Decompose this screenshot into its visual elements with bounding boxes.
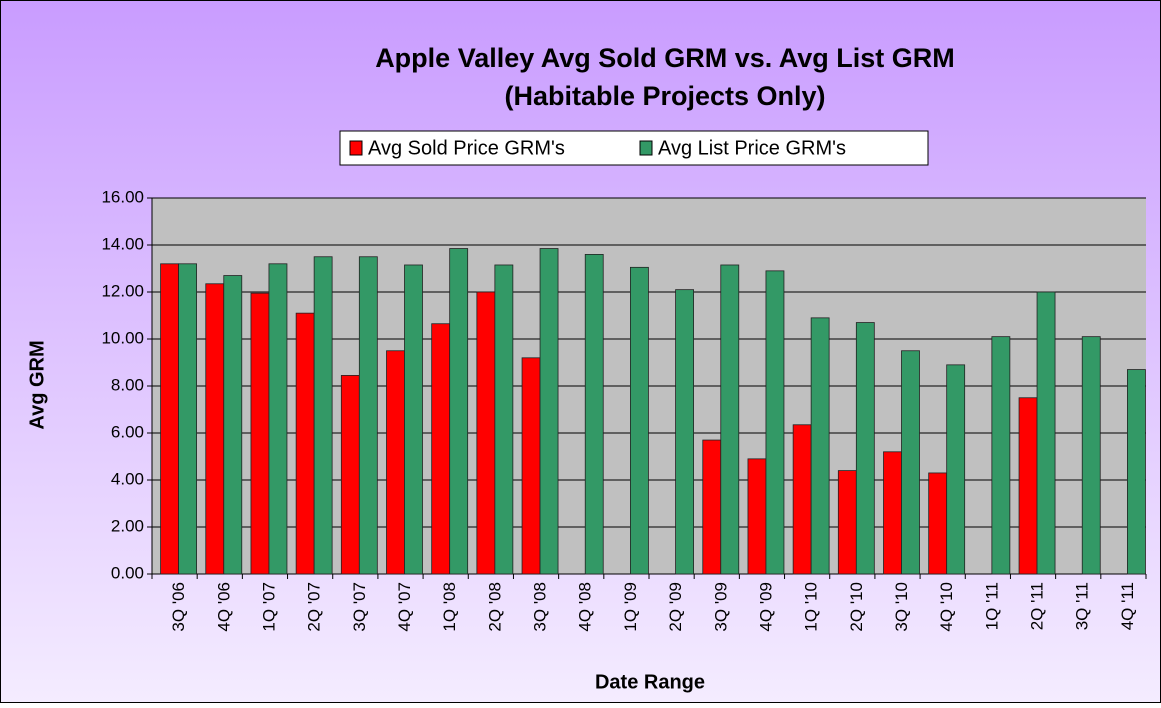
bar [1081, 336, 1101, 575]
bar [855, 322, 875, 575]
x-tick-label: 3Q '07 [350, 582, 369, 632]
legend-label: Avg List Price GRM's [658, 137, 846, 159]
x-tick-label: 3Q '09 [711, 582, 730, 632]
bar [539, 248, 559, 575]
bar [476, 291, 496, 575]
x-tick-label: 2Q '10 [847, 582, 866, 632]
y-tick-label: 6.00 [111, 422, 144, 441]
y-tick-label: 4.00 [111, 469, 144, 488]
x-tick-label: 2Q '08 [485, 582, 504, 632]
x-tick-label: 4Q '09 [756, 582, 775, 632]
x-tick-label: 4Q '11 [1118, 582, 1137, 630]
bar [160, 263, 179, 575]
bar [223, 275, 243, 575]
bar [494, 264, 514, 575]
bar [205, 283, 225, 575]
bar [313, 256, 333, 575]
x-tick-label: 4Q '06 [214, 582, 233, 632]
x-tick-label: 3Q '10 [892, 582, 911, 632]
x-tick-label: 3Q '08 [531, 582, 550, 632]
legend-swatch [349, 140, 363, 156]
x-tick-label: 2Q '07 [305, 582, 324, 632]
x-tick-label: 3Q '06 [169, 582, 188, 632]
legend-swatch [639, 140, 653, 156]
bar [1127, 369, 1146, 575]
x-tick-label: 4Q '07 [395, 582, 414, 632]
bar [747, 458, 767, 575]
bar [358, 256, 378, 575]
bar [340, 375, 360, 575]
legend-box [339, 130, 929, 166]
legend-label: Avg Sold Price GRM's [368, 137, 565, 159]
bar [268, 263, 288, 575]
bar [837, 470, 857, 575]
bar [675, 289, 694, 575]
bar [1036, 291, 1056, 575]
x-tick-label: 2Q '11 [1028, 582, 1047, 630]
bar [250, 292, 270, 575]
bar [521, 357, 541, 575]
chart-subtitle: (Habitable Projects Only) [504, 81, 825, 111]
bar [431, 323, 451, 575]
y-tick-label: 16.00 [101, 187, 144, 206]
x-tick-label: 1Q '07 [259, 582, 278, 632]
x-tick-label: 1Q '08 [440, 582, 459, 632]
bar [178, 263, 197, 575]
bar [765, 270, 785, 575]
bar [883, 451, 902, 575]
bar [630, 266, 649, 575]
x-tick-label: 1Q '09 [621, 582, 640, 632]
y-tick-label: 2.00 [111, 516, 144, 535]
bar [928, 472, 948, 575]
x-tick-label: 1Q '11 [982, 582, 1001, 630]
x-axis-title: Date Range [595, 671, 705, 693]
bar [702, 439, 722, 575]
bar [991, 336, 1011, 575]
bar [295, 312, 315, 575]
bar [449, 248, 469, 575]
bar [720, 264, 740, 575]
y-tick-label: 12.00 [101, 281, 144, 300]
bar [946, 364, 966, 575]
y-tick-label: 0.00 [111, 563, 144, 582]
y-axis-title: Avg GRM [26, 340, 48, 429]
bar [404, 264, 423, 575]
bar [810, 317, 830, 575]
y-tick-label: 10.00 [101, 328, 144, 347]
bar [584, 253, 604, 575]
bar [901, 350, 920, 575]
x-tick-label: 4Q '10 [937, 582, 956, 632]
bar [792, 424, 812, 575]
chart-title: Apple Valley Avg Sold GRM vs. Avg List G… [375, 43, 955, 73]
x-tick-label: 2Q '09 [666, 582, 685, 632]
bar [1018, 397, 1038, 575]
bar [386, 350, 405, 575]
x-tick-label: 4Q '08 [576, 582, 595, 632]
x-tick-label: 1Q '10 [802, 582, 821, 632]
y-tick-label: 8.00 [111, 375, 144, 394]
x-tick-label: 3Q '11 [1073, 582, 1092, 630]
y-tick-label: 14.00 [101, 234, 144, 253]
